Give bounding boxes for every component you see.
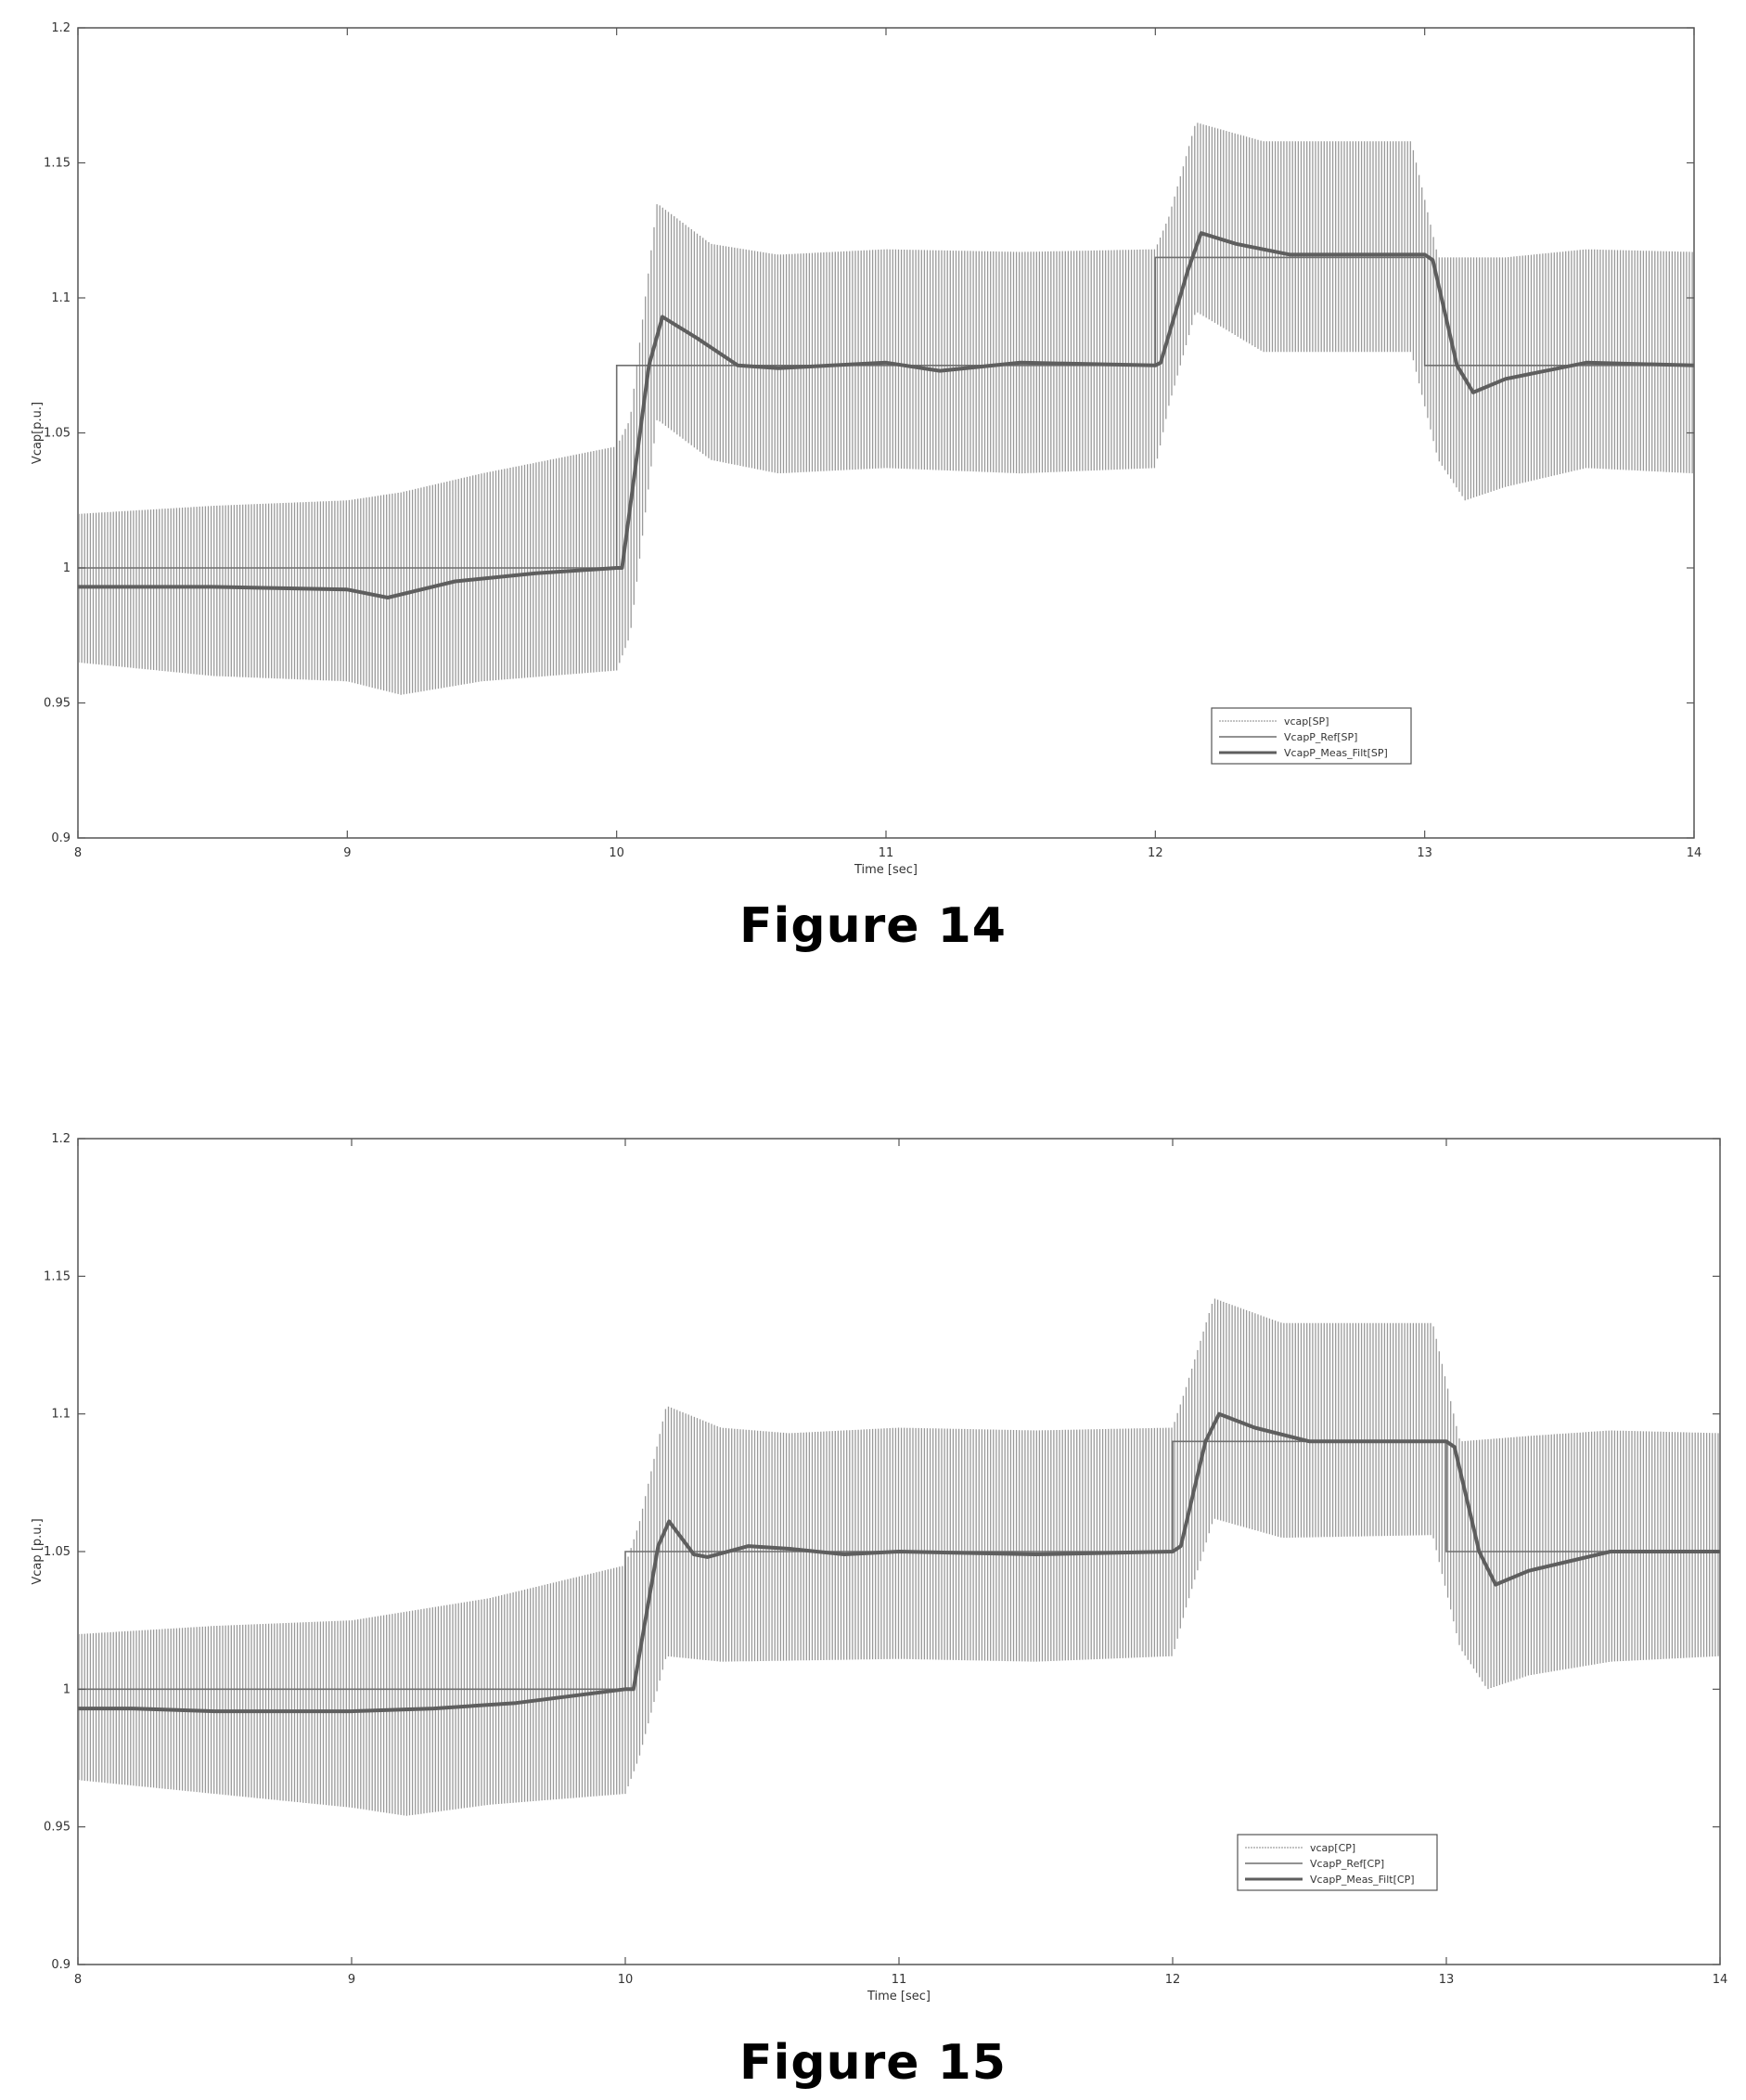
figure-14-plot: 8 9 10 11 12 13 14 0.9 0.95 1 1.05 1.1 1.15 1.2 Time [… xyxy=(31,21,1702,877)
y-tick-label: 1.1 xyxy=(51,1408,71,1422)
legend-entry: vcap[CP] xyxy=(1310,1842,1355,1854)
x-tick-label: 12 xyxy=(1165,1973,1181,1987)
legend-entry: vcap[SP] xyxy=(1284,715,1329,728)
legend-entry: VcapP_Meas_Filt[SP] xyxy=(1284,747,1388,759)
legend-box xyxy=(1211,707,1412,765)
legend-entry: VcapP_Ref[SP] xyxy=(1284,731,1357,743)
y-tick-label: 0.9 xyxy=(51,831,71,845)
x-tick-label: 13 xyxy=(1439,1973,1455,1987)
legend-entry: VcapP_Ref[CP] xyxy=(1310,1858,1384,1870)
legend: vcap[CP] VcapP_Ref[CP] VcapP_Meas_Filt[CP] xyxy=(1237,1834,1438,1891)
x-tick-label: 12 xyxy=(1148,846,1163,860)
plot-area xyxy=(77,27,1695,839)
legend: vcap[SP] VcapP_Ref[SP] VcapP_Meas_Filt[SP] xyxy=(1211,707,1412,765)
x-tick-label: 8 xyxy=(74,1973,82,1987)
x-tick-label: 10 xyxy=(618,1973,634,1987)
figure-15-caption: Figure 15 xyxy=(739,2035,1007,2091)
y-tick-label: 1.2 xyxy=(51,21,71,35)
y-tick-label: 0.95 xyxy=(44,1821,71,1835)
x-tick-label: 11 xyxy=(892,1973,907,1987)
figure-14-panel: 8 9 10 11 12 13 14 0.9 0.95 1 1.05 1.1 1.15 1.2 Time [… xyxy=(0,0,1746,1002)
x-tick-label: 9 xyxy=(348,1973,355,1987)
y-tick-label: 1.2 xyxy=(51,1132,71,1146)
x-axis-label: Time [sec] xyxy=(854,863,918,877)
y-tick-label: 1.05 xyxy=(44,1545,71,1559)
x-tick-label: 13 xyxy=(1417,846,1432,860)
series-reference-step xyxy=(78,256,1694,569)
x-tick-label: 10 xyxy=(609,846,624,860)
figure-15-plot: 8 9 10 11 12 13 14 0.9 0.95 1 1.05 1.1 1.15 1.2 Time [… xyxy=(31,1132,1728,2003)
series-reference-step xyxy=(78,1440,1720,1691)
y-tick-label: 1.15 xyxy=(44,157,71,171)
y-tick-label: 1 xyxy=(63,561,71,575)
x-tick-label: 11 xyxy=(879,846,894,860)
y-tick-label: 1.05 xyxy=(44,427,71,441)
y-tick-label: 0.95 xyxy=(44,697,71,711)
x-tick-label: 14 xyxy=(1713,1973,1728,1987)
y-axis-label: Vcap[p.u.] xyxy=(31,402,45,464)
x-axis-label: Time [sec] xyxy=(867,1990,931,2003)
legend-entry: VcapP_Meas_Filt[CP] xyxy=(1310,1874,1415,1886)
figure-14-caption: Figure 14 xyxy=(739,898,1007,954)
series-measured-filtered xyxy=(78,1411,1720,1714)
y-tick-label: 1 xyxy=(63,1682,71,1696)
y-tick-label: 0.9 xyxy=(51,1958,71,1972)
x-tick-label: 8 xyxy=(74,846,82,860)
x-tick-label: 14 xyxy=(1687,846,1702,860)
figure-15-panel: 8 9 10 11 12 13 14 0.9 0.95 1 1.05 1.1 1.15 1.2 Time [… xyxy=(0,1114,1746,2100)
y-tick-label: 1.15 xyxy=(44,1269,71,1283)
legend-box xyxy=(1237,1834,1438,1891)
series-measured-filtered xyxy=(78,231,1695,599)
y-tick-label: 1.1 xyxy=(51,291,71,305)
x-tick-label: 9 xyxy=(343,846,351,860)
y-axis-label: Vcap [p.u.] xyxy=(31,1518,45,1584)
